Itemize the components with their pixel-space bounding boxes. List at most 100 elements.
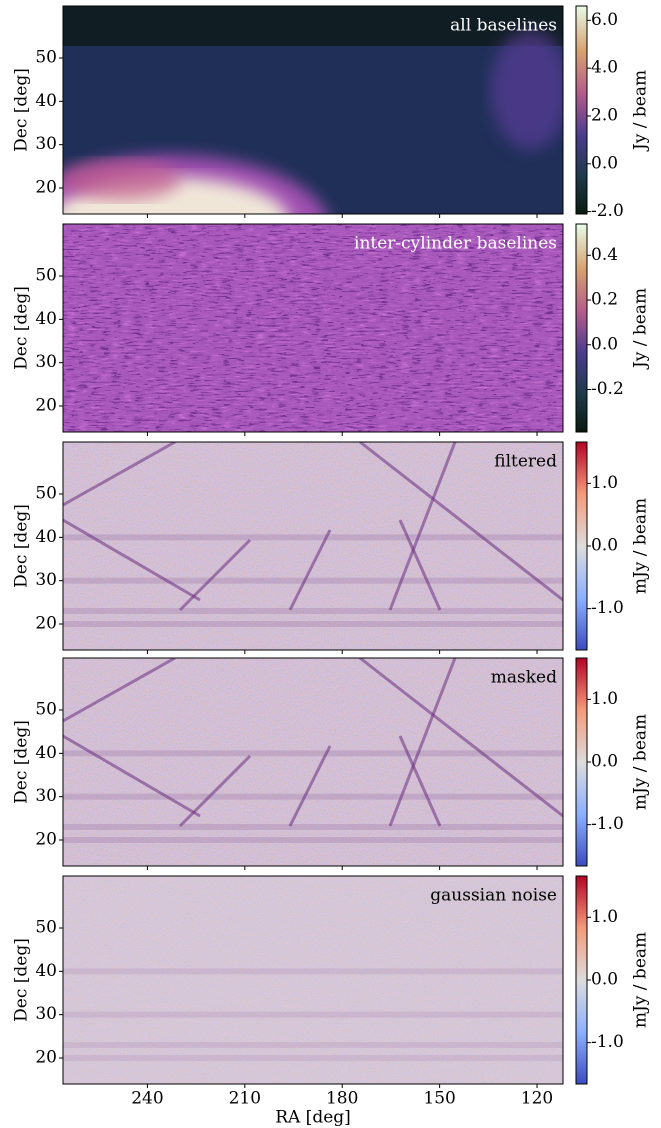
image-texture bbox=[63, 224, 563, 432]
y-tick-label: 30 bbox=[35, 570, 57, 590]
image-texture bbox=[63, 1011, 563, 1018]
colorbar bbox=[575, 657, 588, 867]
image-texture bbox=[388, 442, 457, 611]
image-texture bbox=[63, 968, 563, 975]
plot-frame bbox=[62, 441, 564, 651]
image-texture bbox=[63, 658, 176, 723]
panel-annotation: all baselines bbox=[450, 16, 557, 36]
image-texture bbox=[63, 658, 563, 866]
x-tick-label: 120 bbox=[521, 1089, 553, 1109]
colorbar-label: mJy / beam bbox=[631, 498, 651, 594]
y-tick-label: 30 bbox=[35, 786, 57, 806]
colorbar bbox=[575, 441, 588, 651]
x-tick-label: 210 bbox=[229, 1089, 261, 1109]
y-axis-label: Dec [deg] bbox=[12, 938, 32, 1022]
y-axis-label: Dec [deg] bbox=[12, 504, 32, 588]
plot-frame bbox=[62, 223, 564, 433]
image-texture bbox=[63, 6, 563, 46]
image-texture bbox=[63, 1042, 563, 1048]
image bbox=[63, 6, 563, 214]
image-texture bbox=[63, 1055, 563, 1061]
colorbar bbox=[575, 875, 588, 1085]
colorbar-tick-label: 0.0 bbox=[591, 536, 618, 556]
colorbar-tick-label: 0.0 bbox=[591, 970, 618, 990]
colorbar-tick-label: 0.0 bbox=[591, 334, 618, 354]
colorbar-tick-label: 1.0 bbox=[591, 907, 618, 927]
plot-frame bbox=[62, 875, 564, 1085]
image-texture bbox=[63, 518, 201, 602]
colorbar-label: mJy / beam bbox=[631, 932, 651, 1028]
y-tick-label: 20 bbox=[35, 1048, 57, 1068]
colorbar-tick-label: -1.0 bbox=[591, 1032, 624, 1052]
image-texture bbox=[359, 442, 563, 602]
colorbar bbox=[575, 223, 588, 433]
image bbox=[63, 876, 563, 1084]
colorbar bbox=[575, 5, 588, 215]
x-axis-label: RA [deg] bbox=[275, 1108, 351, 1128]
image-texture bbox=[359, 658, 563, 818]
colorbar-tick-label: 4.0 bbox=[591, 58, 618, 78]
panel: 20 30 40 50 240 210 180 150 120 RA [deg] Dec [deg]… bbox=[12, 875, 651, 1128]
y-tick-label: 40 bbox=[35, 961, 57, 981]
colorbar-tick-label: 0.0 bbox=[591, 153, 618, 173]
x-tick-label: 150 bbox=[423, 1089, 455, 1109]
panel-annotation: inter-cylinder baselines bbox=[354, 234, 557, 254]
y-tick-label: 40 bbox=[35, 743, 57, 763]
y-tick-label: 20 bbox=[35, 396, 57, 416]
image-texture bbox=[288, 745, 332, 827]
image-texture bbox=[63, 837, 563, 843]
image-texture bbox=[63, 534, 563, 541]
y-axis-label: Dec [deg] bbox=[12, 286, 32, 370]
image-texture bbox=[288, 529, 332, 611]
image-texture bbox=[63, 876, 563, 1084]
y-tick-label: 40 bbox=[35, 91, 57, 111]
image-texture bbox=[398, 519, 442, 611]
colorbar-tick-label: -1.0 bbox=[591, 598, 624, 618]
image-texture bbox=[490, 30, 563, 150]
y-tick-label: 20 bbox=[35, 178, 57, 198]
colorbar-tick-label: 6.0 bbox=[591, 10, 618, 30]
image bbox=[63, 442, 563, 650]
y-tick-label: 50 bbox=[35, 48, 57, 68]
colorbar-tick-label: 0.2 bbox=[591, 290, 618, 310]
x-tick-label: 180 bbox=[326, 1089, 358, 1109]
image-texture bbox=[63, 442, 176, 507]
image-texture bbox=[63, 621, 563, 627]
image bbox=[63, 224, 563, 432]
y-axis-label: Dec [deg] bbox=[12, 68, 32, 152]
panel-annotation: filtered bbox=[494, 452, 557, 472]
colorbar-label: mJy / beam bbox=[631, 714, 651, 810]
y-tick-label: 30 bbox=[35, 352, 57, 372]
y-axis-label: Dec [deg] bbox=[12, 720, 32, 804]
x-tick-label: 240 bbox=[131, 1089, 163, 1109]
image-texture bbox=[63, 750, 563, 757]
colorbar-label: Jy / beam bbox=[631, 70, 651, 152]
image-texture bbox=[178, 538, 252, 612]
colorbar-tick-label: -0.2 bbox=[591, 379, 624, 399]
colorbar-tick-label: 0.0 bbox=[591, 752, 618, 772]
panel-annotation: gaussian noise bbox=[430, 886, 557, 906]
colorbar-tick-label: 2.0 bbox=[591, 105, 618, 125]
image-texture bbox=[63, 793, 563, 800]
y-tick-label: 40 bbox=[35, 309, 57, 329]
y-tick-label: 50 bbox=[35, 266, 57, 286]
colorbar-tick-label: -2.0 bbox=[591, 201, 624, 221]
colorbar-label: Jy / beam bbox=[631, 288, 651, 370]
colorbar-tick-label: -1.0 bbox=[591, 814, 624, 834]
image-texture bbox=[63, 442, 563, 650]
panel-annotation: masked bbox=[491, 668, 557, 688]
y-tick-label: 50 bbox=[35, 484, 57, 504]
image-texture bbox=[398, 735, 442, 827]
image-texture bbox=[63, 734, 201, 818]
image-texture bbox=[63, 608, 563, 614]
image-texture bbox=[63, 577, 563, 584]
image-texture bbox=[63, 160, 180, 200]
y-tick-label: 50 bbox=[35, 918, 57, 938]
image-texture bbox=[388, 658, 457, 827]
plot-frame bbox=[62, 5, 564, 215]
